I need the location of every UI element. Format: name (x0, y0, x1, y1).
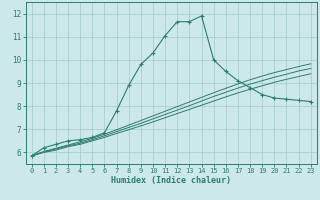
X-axis label: Humidex (Indice chaleur): Humidex (Indice chaleur) (111, 176, 231, 185)
